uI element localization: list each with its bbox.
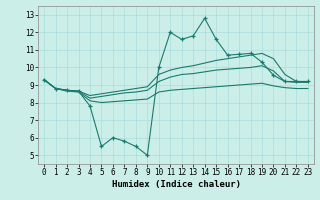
X-axis label: Humidex (Indice chaleur): Humidex (Indice chaleur): [111, 180, 241, 189]
